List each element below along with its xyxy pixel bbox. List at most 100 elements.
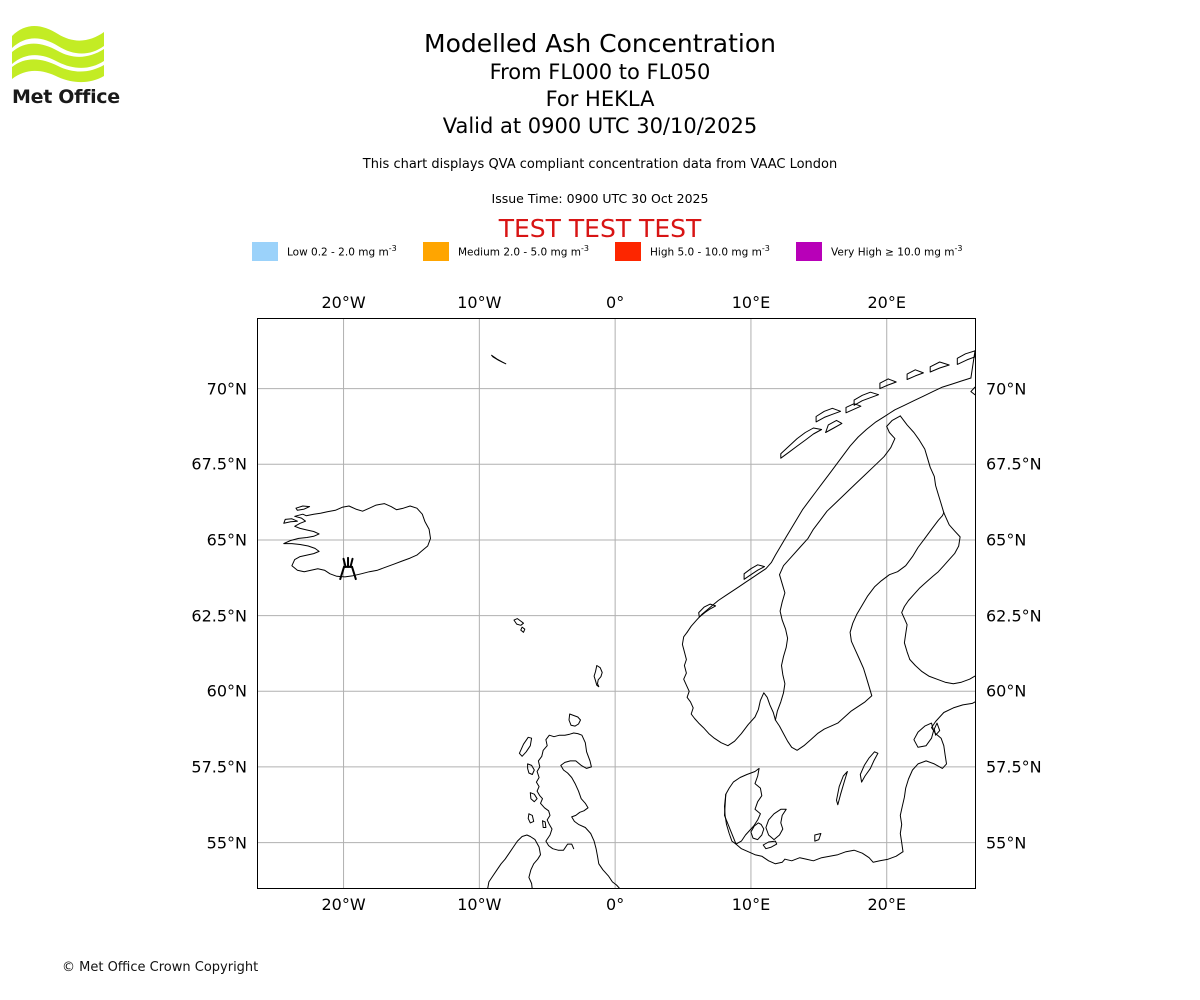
lon-tick-label-top: 20°W: [321, 293, 366, 312]
coastline-iceland-nw2: [295, 505, 311, 511]
issue-time: Issue Time: 0900 UTC 30 Oct 2025: [491, 191, 709, 206]
coastline-britain: [560, 732, 620, 888]
met-office-logo: Met Office: [12, 22, 122, 112]
coastline-senja: [845, 403, 862, 414]
coastline-norway-fjord-b: [743, 564, 765, 580]
lat-tick-label-left: 60°N: [206, 681, 247, 701]
volcano-marker-hekla: [339, 556, 357, 581]
coastline-estonia-isl2: [933, 722, 941, 736]
coastline-finland-border: [899, 415, 945, 514]
legend-swatch-icon: [423, 241, 449, 261]
coastline-faroes2: [520, 626, 526, 633]
coastline-oland: [836, 771, 848, 806]
coastline-orkney: [568, 713, 581, 727]
lat-tick-label-left: 70°N: [206, 379, 247, 399]
coastline-nord-isl2: [906, 369, 924, 380]
coastline-norway-nw: [686, 377, 972, 633]
legend-item-medium: Medium 2.0 - 5.0 mg m-3: [423, 241, 589, 261]
coastline-germany-poland: [724, 793, 786, 865]
coastline-ireland: [487, 834, 541, 888]
coastline-nord-isl3: [929, 361, 950, 373]
qva-compliance-note: This chart displays QVA compliant concen…: [362, 157, 838, 172]
coastline-baltic-states-w: [899, 701, 975, 853]
coastline-denmark-zealand: [765, 808, 787, 841]
coastline-mull: [529, 792, 538, 803]
volcano-name-line: For HEKLA: [545, 87, 655, 111]
coastline-norway-west: [681, 631, 776, 747]
coastline-jan-mayen: [491, 354, 507, 365]
map-area: 20°W 20°W 10°W 10°W 0° 0° 10°E 10°E 20°E 20°E 70°N…: [191, 293, 1041, 914]
coastline-britain-w: [535, 732, 575, 851]
coastline-arran: [542, 820, 547, 828]
coastline-tromso-isl: [853, 391, 880, 406]
lat-tick-label-right: 70°N: [986, 379, 1027, 399]
coastline-faroes1: [513, 618, 524, 626]
coastline-russia-border: [970, 350, 975, 379]
copyright-notice: © Met Office Crown Copyright: [62, 960, 259, 975]
legend-label: High 5.0 - 10.0 mg m-3: [650, 243, 770, 259]
volcano-plume-icon-2: [349, 557, 354, 568]
flight-level-range: From FL000 to FL050: [489, 60, 711, 84]
coastline-nordkapp: [956, 350, 975, 365]
coastline-nord-isl1: [879, 378, 897, 390]
legend-item-very: Very High ≥ 10.0 mg m-3: [796, 241, 962, 261]
coastline-sweden-border: [774, 415, 901, 721]
lat-tick-label-left: 65°N: [206, 530, 247, 550]
lon-tick-label-bottom: 10°W: [457, 895, 502, 914]
legend-label: Low 0.2 - 2.0 mg m-3: [287, 243, 397, 259]
legend-item-high: High 5.0 - 10.0 mg m-3: [615, 241, 770, 261]
lat-tick-label-right: 62.5°N: [986, 606, 1042, 626]
met-office-wordmark: Met Office: [12, 86, 120, 108]
coastline-skye: [527, 763, 535, 775]
valid-time: Valid at 0900 UTC 30/10/2025: [442, 114, 758, 138]
coastline-bornholm: [814, 833, 822, 842]
page-title: Modelled Ash Concentration: [424, 29, 776, 58]
concentration-legend: Low 0.2 - 2.0 mg m-3 Medium 2.0 - 5.0 mg …: [252, 241, 992, 263]
test-banner: TEST TEST TEST: [498, 214, 702, 243]
lon-tick-label-top: 10°W: [457, 293, 502, 312]
map-canvas: [258, 319, 975, 888]
volcano-cone-icon: [339, 565, 357, 581]
coastline-hebrides: [518, 736, 533, 757]
coastline-denmark-lolland: [762, 840, 778, 850]
coastline-lofoten2: [815, 407, 842, 423]
map-coastlines: [283, 350, 975, 888]
coastline-shetland: [593, 665, 603, 688]
lat-tick-label-right: 57.5°N: [986, 757, 1042, 777]
coastline-baltic-south: [784, 849, 904, 863]
lat-tick-label-left: 55°N: [206, 833, 247, 853]
coastline-kola: [970, 386, 975, 396]
lon-tick-label-bottom: 20°W: [321, 895, 366, 914]
coastline-estonia-isl: [913, 722, 935, 748]
map-gridlines: [258, 319, 975, 888]
coastline-iceland-nw1: [283, 518, 298, 524]
met-office-wave-icon: [12, 26, 104, 83]
lat-tick-label-left: 57.5°N: [191, 757, 247, 777]
lon-tick-label-bottom: 20°E: [867, 895, 906, 914]
chart-title-block: Modelled Ash Concentration From FL000 to…: [0, 28, 1200, 140]
coastline-sweden-east: [774, 512, 945, 751]
coastline-finland-se: [909, 659, 975, 685]
map-frame: [257, 318, 976, 889]
coastline-gotland: [859, 751, 879, 783]
coastline-islay: [527, 813, 535, 824]
coastline-vesteralen: [825, 419, 843, 433]
lon-tick-label-bottom: 0°: [606, 895, 625, 914]
legend-swatch-icon: [796, 241, 822, 261]
coastline-lofoten1: [780, 427, 823, 459]
lat-tick-label-right: 67.5°N: [986, 454, 1042, 474]
legend-label: Medium 2.0 - 5.0 mg m-3: [458, 243, 589, 259]
lon-tick-label-bottom: 10°E: [731, 895, 771, 914]
legend-swatch-icon: [615, 241, 641, 261]
lon-tick-label-top: 10°E: [731, 293, 771, 312]
legend-item-low: Low 0.2 - 2.0 mg m-3: [252, 241, 397, 261]
legend-label: Very High ≥ 10.0 mg m-3: [831, 243, 963, 259]
coastline-denmark-fyn: [750, 822, 765, 841]
coastline-finland-coast: [901, 512, 961, 660]
lat-tick-label-right: 60°N: [986, 681, 1027, 701]
lat-tick-label-right: 55°N: [986, 833, 1027, 853]
coastline-denmark-jutland: [724, 767, 763, 845]
legend-swatch-icon: [252, 241, 278, 261]
lon-tick-label-top: 0°: [606, 293, 625, 312]
lon-tick-label-top: 20°E: [867, 293, 906, 312]
